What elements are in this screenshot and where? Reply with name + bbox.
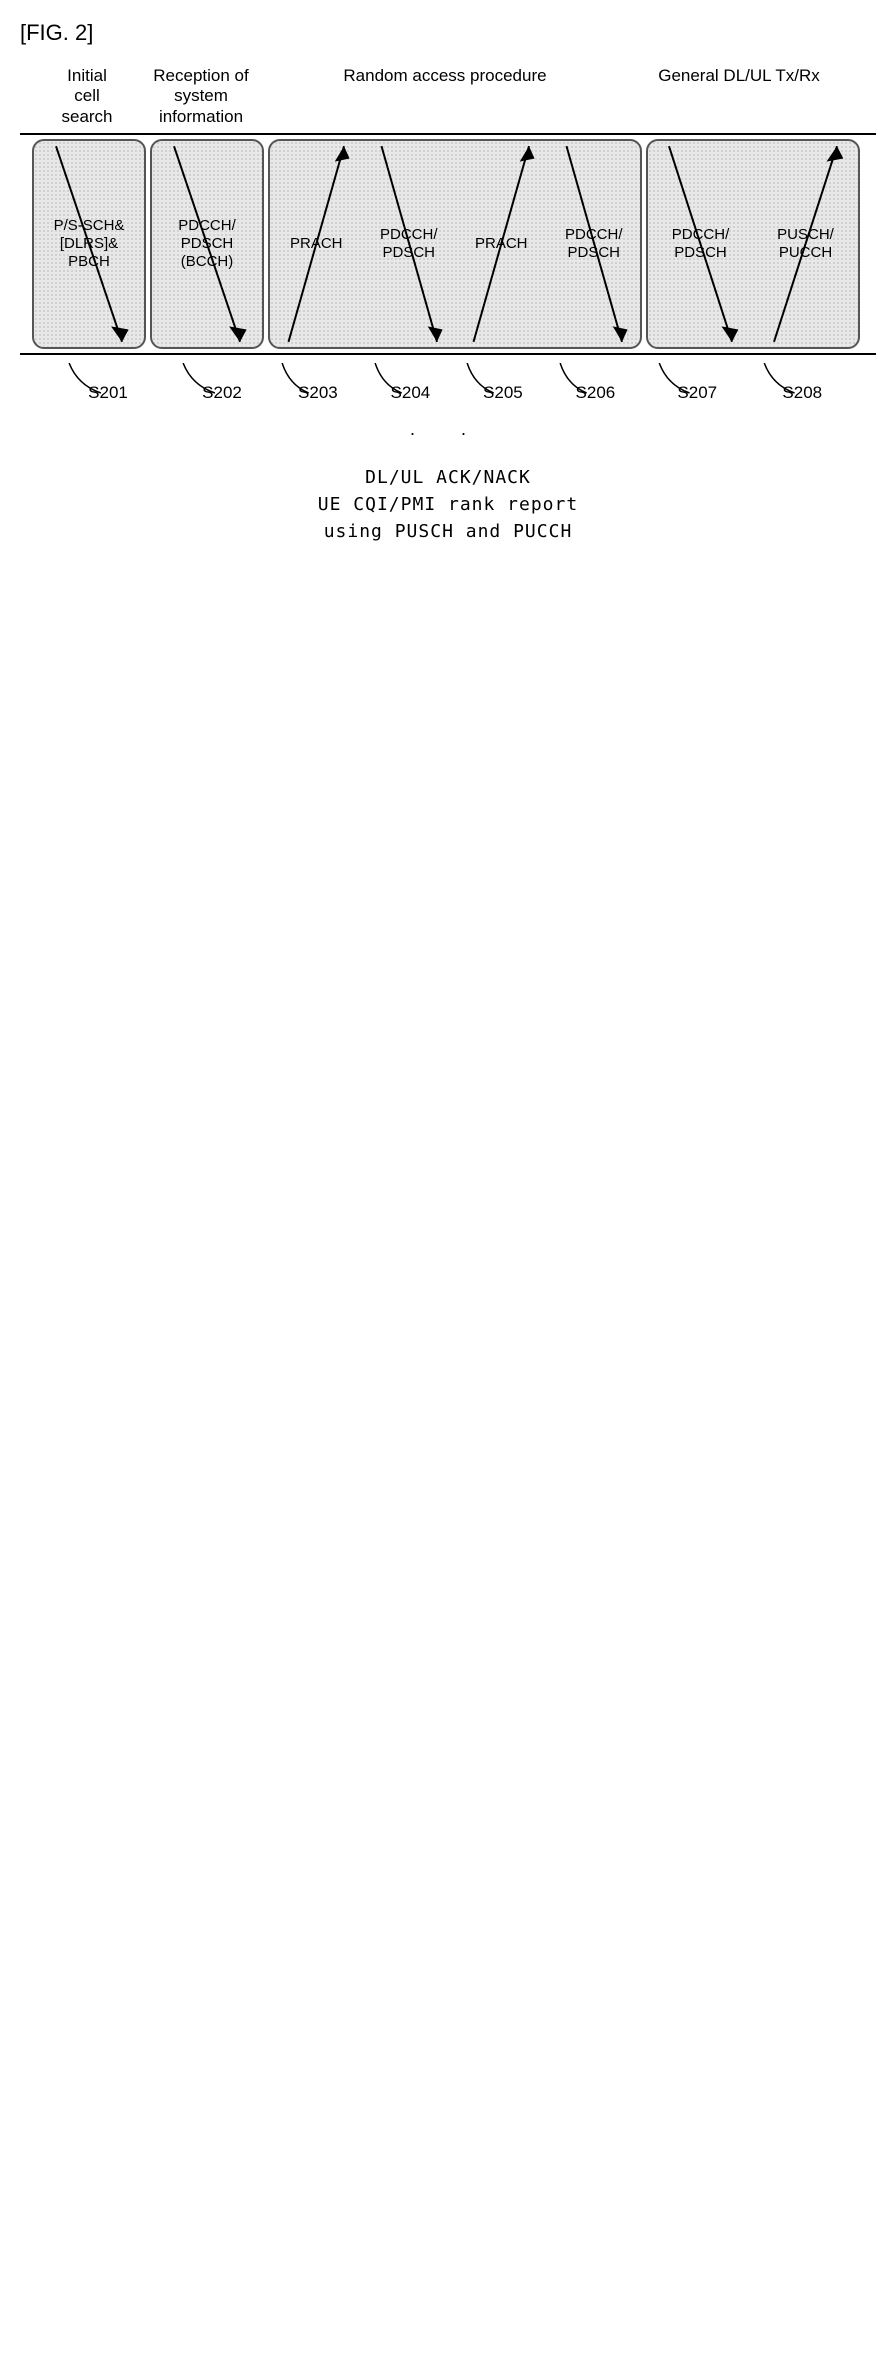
- footer-line-1: DL/UL ACK/NACK: [20, 464, 876, 491]
- stage-headers: InitialcellsearchReception ofsysteminfor…: [20, 66, 876, 127]
- slot: P/S-SCH&[DLRS]&PBCH: [34, 141, 144, 347]
- slot: PUSCH/PUCCH: [753, 141, 858, 347]
- slot-label: PRACH: [475, 235, 528, 253]
- stage: PDCCH/PDSCH PUSCH/PUCCH: [646, 139, 860, 349]
- step-cell: S205: [445, 363, 534, 403]
- step-cell: S201: [32, 363, 138, 403]
- step-label: S206: [576, 383, 616, 403]
- slot: PRACH: [270, 141, 363, 347]
- stage-header: General DL/UL Tx/Rx: [634, 66, 844, 127]
- stage-header: Reception ofsysteminformation: [146, 66, 256, 127]
- footer-text: DL/UL ACK/NACK UE CQI/PMI rank report us…: [20, 464, 876, 545]
- step-label: S202: [202, 383, 242, 403]
- step-label: S205: [483, 383, 523, 403]
- stage: PDCCH/PDSCH(BCCH): [150, 139, 264, 349]
- slot-label: PDCCH/PDSCH: [565, 226, 623, 262]
- footer-line-3: using PUSCH and PUCCH: [20, 518, 876, 545]
- slot-label: PRACH: [290, 235, 343, 253]
- slot-label: PDCCH/PDSCH: [672, 226, 730, 262]
- stage-header: Initialcellsearch: [32, 66, 142, 127]
- timeline-diagram: P/S-SCH&[DLRS]&PBCH PDCCH/PDSCH(BCCH) PRAC…: [20, 133, 876, 355]
- step-label: S203: [298, 383, 338, 403]
- slot: PDCCH/PDSCH(BCCH): [152, 141, 262, 347]
- slot: PDCCH/PDSCH: [548, 141, 641, 347]
- slot-label: P/S-SCH&[DLRS]&PBCH: [54, 217, 125, 271]
- step-cell: S206: [538, 363, 627, 403]
- slot-label: PDCCH/PDSCH(BCCH): [178, 217, 236, 271]
- step-cell: S204: [353, 363, 442, 403]
- slot-label: PDCCH/PDSCH: [380, 226, 438, 262]
- footer-dots: · ·: [20, 423, 876, 444]
- step-cell: S208: [739, 363, 840, 403]
- slot: PDCCH/PDSCH: [648, 141, 753, 347]
- footer-line-2: UE CQI/PMI rank report: [20, 491, 876, 518]
- slot: PDCCH/PDSCH: [363, 141, 456, 347]
- stage: PRACH PDCCH/PDSCH PRACH PDCCH/PDSCH: [268, 139, 642, 349]
- step-label: S201: [88, 383, 128, 403]
- step-label: S207: [677, 383, 717, 403]
- step-label: S204: [391, 383, 431, 403]
- figure-label: [FIG. 2]: [20, 20, 876, 46]
- stage-header: Random access procedure: [260, 66, 630, 127]
- stage: P/S-SCH&[DLRS]&PBCH: [32, 139, 146, 349]
- slot-label: PUSCH/PUCCH: [777, 226, 834, 262]
- slot: PRACH: [455, 141, 548, 347]
- step-cell: S202: [146, 363, 252, 403]
- step-cell: S203: [260, 363, 349, 403]
- step-labels-row: S201 S202 S203 S204 S205 S206 S207 S208: [20, 363, 876, 403]
- step-cell: S207: [634, 363, 735, 403]
- step-label: S208: [782, 383, 822, 403]
